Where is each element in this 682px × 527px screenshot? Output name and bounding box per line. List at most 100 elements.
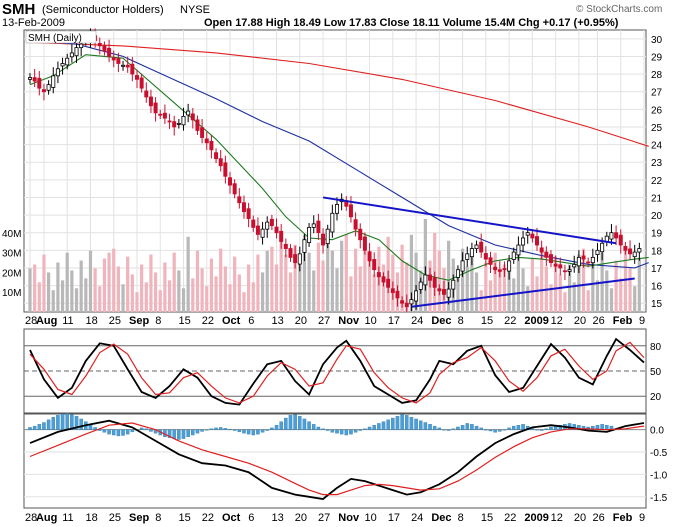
high-value: 18.49 xyxy=(293,17,321,29)
macd-histogram xyxy=(28,413,614,440)
candle-body xyxy=(307,226,312,243)
volume-bar xyxy=(605,270,609,312)
x-axis-label: 26 xyxy=(592,315,604,327)
volume-bar xyxy=(47,272,51,312)
macd-histogram-bar xyxy=(307,421,311,430)
volume-bar xyxy=(530,258,534,312)
candle-body xyxy=(567,269,572,272)
volume-bar xyxy=(507,260,511,312)
macd-histogram-bar xyxy=(474,425,479,430)
candle-body xyxy=(488,257,493,265)
volume-bar xyxy=(349,276,353,312)
candle-body xyxy=(139,77,144,89)
volume-bar xyxy=(144,282,148,312)
chg-label: Chg xyxy=(518,17,539,29)
macd-histogram-bar xyxy=(284,417,288,430)
candle-body xyxy=(167,120,172,123)
company-name: (Semiconductor Holders) xyxy=(42,4,164,16)
macd-histogram-bar xyxy=(195,429,200,434)
macd-histogram-bar xyxy=(186,429,190,437)
candle-body xyxy=(595,249,600,255)
volume-bar xyxy=(554,256,558,312)
volume-bar xyxy=(205,286,209,312)
candle-body xyxy=(288,248,293,258)
candle-body xyxy=(144,90,149,98)
candle-body xyxy=(381,276,386,283)
macd-histogram-bar xyxy=(470,424,474,430)
candle-body xyxy=(572,264,577,268)
candle-body xyxy=(102,45,107,52)
volume-bar xyxy=(200,268,204,312)
candle-body xyxy=(451,279,456,290)
price-tick-label: 17 xyxy=(651,264,663,275)
candle-body xyxy=(279,230,284,242)
x-axis-label: 13 xyxy=(272,315,284,327)
macd-histogram-bar xyxy=(549,426,553,430)
macd-histogram-bar xyxy=(144,428,149,430)
x-axis-label: Aug xyxy=(36,315,57,327)
candle-body xyxy=(362,236,367,251)
macd-histogram-bar xyxy=(279,421,283,430)
macd-histogram-bar xyxy=(330,429,335,433)
macd-histogram-bar xyxy=(437,427,442,430)
volume-bar xyxy=(260,272,265,312)
trendline xyxy=(322,196,617,245)
candle-body xyxy=(576,256,581,267)
candle-body xyxy=(516,244,521,256)
candle-body xyxy=(334,204,339,214)
candle-body xyxy=(353,219,358,230)
macd-histogram-bar xyxy=(288,415,293,430)
macd-histogram-bar xyxy=(270,427,274,430)
macd-histogram-bar xyxy=(111,429,116,436)
oscillator-tick-label: 80 xyxy=(650,342,662,353)
macd-histogram-bar xyxy=(498,429,502,432)
volume-bar xyxy=(474,272,479,312)
macd-histogram-bar xyxy=(32,425,37,430)
candle-body xyxy=(586,261,591,264)
volume-bar xyxy=(437,250,441,312)
volume-bar xyxy=(79,260,83,312)
volume-bar xyxy=(460,248,465,312)
price-tick-label: 21 xyxy=(651,193,663,204)
macd-histogram-bar xyxy=(456,426,460,430)
candle-body xyxy=(544,251,549,258)
x-axis-label: 22 xyxy=(202,512,214,524)
candle-body xyxy=(223,162,228,177)
volume-bar xyxy=(33,264,37,312)
volume-bar xyxy=(93,268,97,312)
macd-histogram-bar xyxy=(246,429,251,435)
candle-body xyxy=(400,300,405,304)
candle-body xyxy=(423,274,428,286)
x-axis-label: 27 xyxy=(318,315,330,327)
x-axis-label: 18 xyxy=(85,512,97,524)
macd-histogram-bar xyxy=(377,423,381,430)
x-axis-label: Sep xyxy=(129,315,149,327)
candle-body xyxy=(200,127,205,138)
volume-bar xyxy=(465,266,469,312)
volume-bar xyxy=(288,272,293,312)
price-tick-label: 15 xyxy=(651,299,663,310)
volume-bar xyxy=(140,264,144,312)
macd-histogram-bar xyxy=(260,429,265,433)
price-panel: 15 16 17 18 19 20 21 22 23 24 25 26 27 28 29 30 10M 20M 3… xyxy=(2,28,663,313)
macd-tick-label: 0.0 xyxy=(650,426,664,437)
x-axis-label: 28 xyxy=(25,315,37,327)
volume-bar xyxy=(316,242,320,312)
x-axis-label: 10 xyxy=(365,512,377,524)
candle-body xyxy=(548,254,553,264)
volume-axis-ticks: 10M 20M 30M 40M xyxy=(2,229,21,299)
macd-histogram-bar xyxy=(70,414,74,430)
candle-body xyxy=(386,278,391,288)
volume-bar xyxy=(423,218,427,312)
macd-histogram-bar xyxy=(214,427,218,430)
volume-bar xyxy=(191,278,195,312)
macd-histogram-bar xyxy=(98,429,102,431)
volume-bar xyxy=(484,262,488,312)
macd-histogram-bar xyxy=(181,429,186,439)
volume-bar xyxy=(28,268,32,312)
volume-bar xyxy=(400,244,404,312)
candle-body xyxy=(228,177,233,186)
high-label: High xyxy=(266,17,291,29)
volume-bar xyxy=(540,248,544,312)
macd-histogram-bar xyxy=(432,425,437,430)
